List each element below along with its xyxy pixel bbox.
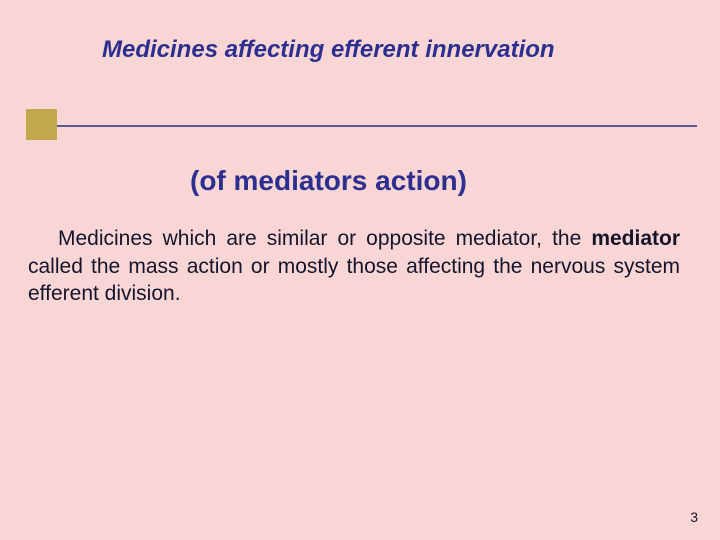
body-rest-text: called the mass action or mostly those a…: [28, 255, 680, 306]
slide-subtitle: (of mediators action): [190, 165, 467, 197]
title-rule: [57, 125, 697, 127]
slide-title: Medicines affecting efferent innervation: [102, 36, 702, 64]
body-lead-text: Medicines which are similar or opposite …: [58, 227, 591, 250]
page-number: 3: [690, 509, 698, 525]
title-bullet-square: [26, 109, 57, 140]
slide: Medicines affecting efferent innervation…: [0, 0, 720, 540]
title-region: Medicines affecting efferent innervation: [0, 0, 720, 130]
body-bold-text: mediator: [591, 227, 680, 250]
body-paragraph: Medicines which are similar or opposite …: [28, 225, 680, 308]
